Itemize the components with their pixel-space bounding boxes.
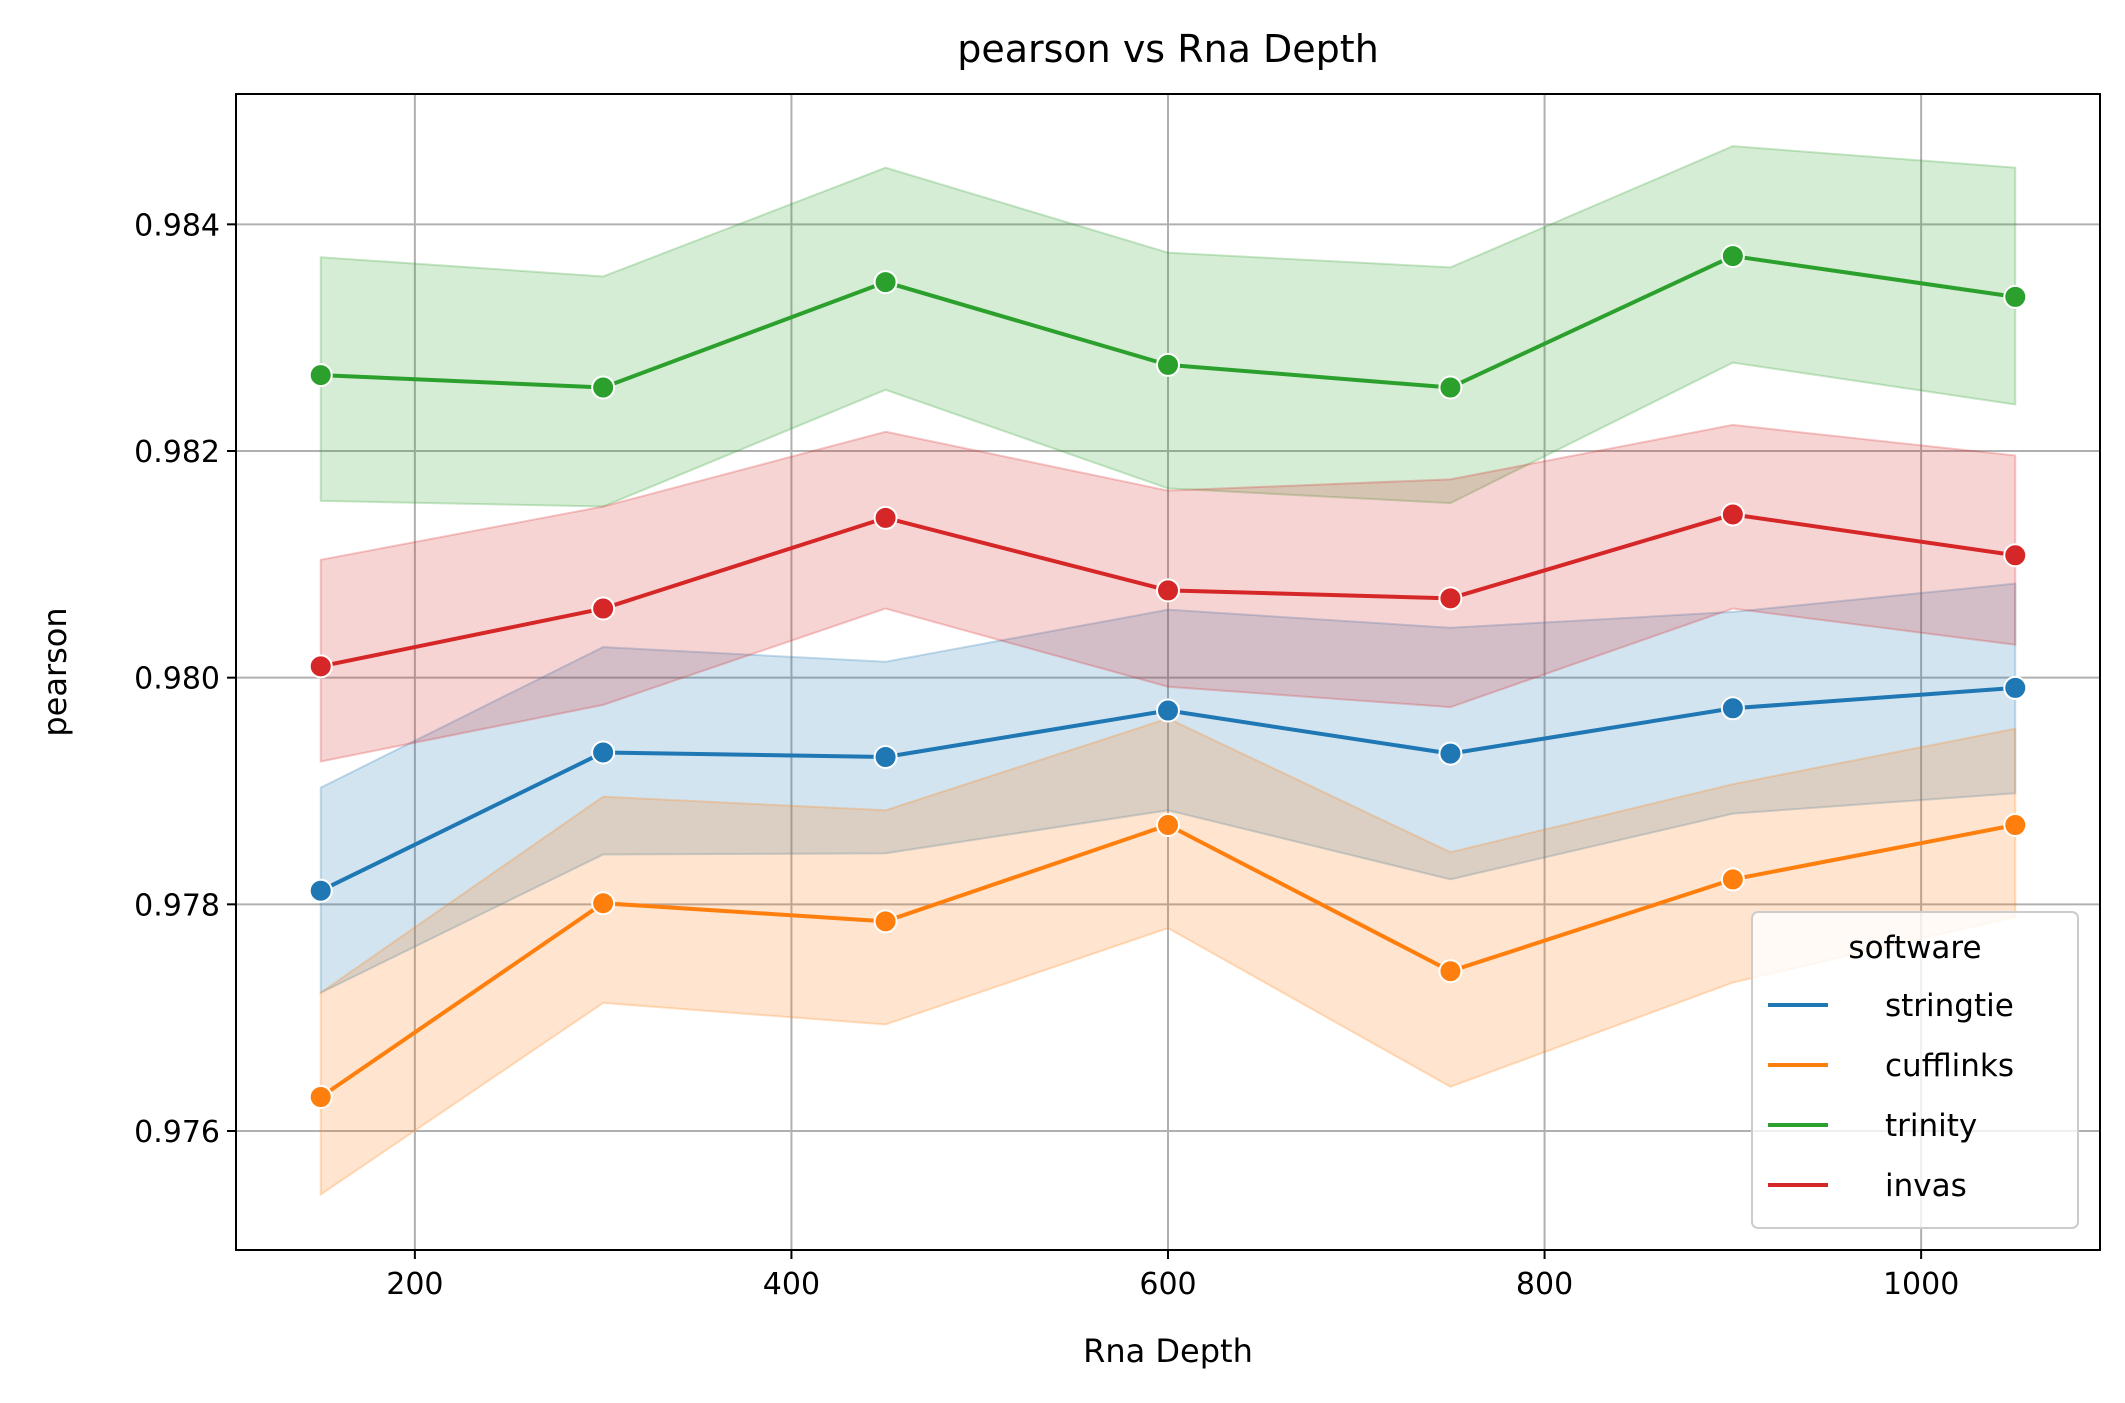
data-point-stringtie [591, 740, 616, 765]
data-point-cufflinks [1720, 867, 1745, 892]
y-axis-ticks: 0.976 0.978 0.980 0.982 0.984 [134, 208, 236, 1150]
data-point-cufflinks [1156, 813, 1180, 837]
x-tick-label: 1000 [1883, 1267, 1959, 1302]
y-tick-label: 0.984 [134, 208, 220, 243]
legend-label-trinity: trinity [1885, 1108, 1977, 1144]
data-point-cufflinks [1438, 959, 1463, 984]
data-point-invas [1438, 586, 1463, 611]
data-point-trinity [1156, 352, 1180, 377]
data-point-stringtie [308, 878, 333, 903]
legend-label-invas: invas [1885, 1168, 1967, 1204]
data-point-stringtie [1438, 741, 1463, 766]
data-point-trinity [873, 270, 898, 295]
legend-box [1751, 911, 2079, 1229]
data-point-cufflinks [308, 1085, 333, 1109]
y-tick-label: 0.982 [134, 435, 220, 470]
x-axis-label: Rna Depth [1083, 1332, 1253, 1370]
series-markers [308, 244, 2028, 1109]
legend-label-stringtie: stringtie [1885, 988, 2014, 1024]
x-axis-ticks: 200 400 600 800 1000 [386, 1250, 1959, 1302]
data-point-invas [873, 505, 898, 530]
data-point-trinity [1720, 244, 1745, 269]
grid [236, 94, 2100, 1250]
ci-band-stringtie [319, 582, 2017, 995]
data-point-invas [1156, 578, 1180, 603]
data-point-invas [1720, 502, 1745, 527]
data-point-invas [308, 654, 333, 679]
data-point-stringtie [873, 745, 898, 769]
data-point-trinity [308, 363, 333, 388]
y-axis-label: pearson [36, 607, 74, 736]
data-point-invas [2003, 543, 2028, 568]
x-tick-label: 800 [1516, 1267, 1573, 1302]
data-point-cufflinks [873, 909, 898, 934]
x-tick-label: 200 [386, 1267, 443, 1302]
data-point-cufflinks [2003, 813, 2028, 837]
data-point-trinity [1438, 375, 1463, 400]
chart-title: pearson vs Rna Depth [957, 27, 1379, 71]
data-point-stringtie [1156, 698, 1180, 723]
data-point-cufflinks [591, 891, 616, 916]
data-point-stringtie [1720, 696, 1745, 721]
x-tick-label: 600 [1139, 1267, 1196, 1302]
ci-band-trinity [319, 145, 2017, 508]
x-tick-label: 400 [763, 1267, 820, 1302]
y-tick-label: 0.976 [134, 1115, 220, 1150]
y-tick-label: 0.978 [134, 888, 220, 923]
y-tick-label: 0.980 [134, 662, 220, 697]
data-point-trinity [591, 375, 616, 400]
legend-title: software [1848, 930, 1981, 966]
data-point-stringtie [2003, 675, 2028, 700]
data-point-trinity [2003, 284, 2028, 309]
legend: software stringtie cufflinks trinity invas [1751, 911, 2079, 1229]
legend-label-cufflinks: cufflinks [1885, 1048, 2014, 1084]
data-point-invas [591, 596, 616, 621]
